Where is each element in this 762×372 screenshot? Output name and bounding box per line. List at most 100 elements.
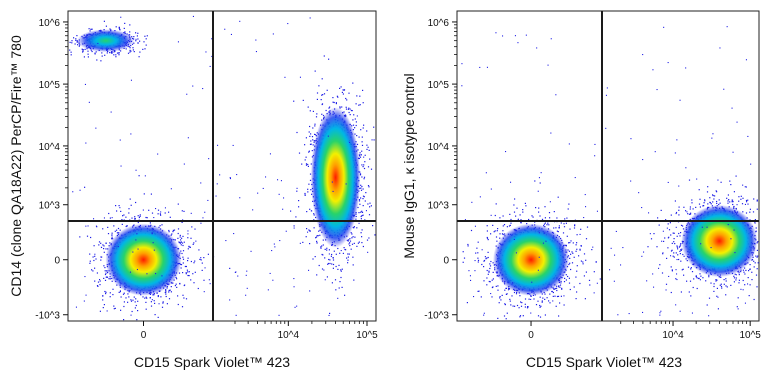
cell-dot bbox=[317, 243, 318, 244]
cell-dot bbox=[101, 247, 102, 248]
cell-dot bbox=[134, 216, 135, 217]
cell-dot bbox=[496, 241, 497, 242]
cell-dot bbox=[341, 235, 342, 236]
cell-dot bbox=[92, 29, 93, 30]
cell-dot bbox=[374, 234, 375, 235]
cell-dot bbox=[720, 203, 721, 204]
cell-dot bbox=[130, 272, 131, 273]
cell-dot bbox=[105, 293, 106, 294]
cell-dot bbox=[681, 249, 682, 250]
cell-dot bbox=[94, 53, 95, 54]
cell-dot bbox=[290, 211, 291, 212]
cell-dot bbox=[542, 300, 543, 301]
cell-dot bbox=[549, 294, 550, 295]
cell-dot bbox=[132, 311, 133, 312]
cell-dot bbox=[99, 284, 100, 285]
cell-dot bbox=[339, 287, 340, 288]
cell-dot bbox=[358, 243, 359, 244]
cell-dot bbox=[352, 83, 353, 84]
cell-dot bbox=[192, 273, 193, 274]
cell-dot bbox=[142, 49, 143, 50]
cell-dot bbox=[110, 218, 111, 219]
cell-dot bbox=[247, 288, 248, 289]
cell-dot bbox=[103, 245, 104, 246]
cell-dot bbox=[210, 66, 211, 67]
cell-dot bbox=[363, 164, 364, 165]
cell-dot bbox=[113, 225, 114, 226]
cell-dot bbox=[135, 298, 136, 299]
cell-dot bbox=[493, 278, 494, 279]
cell-dot bbox=[130, 50, 131, 51]
cell-dot bbox=[282, 209, 283, 210]
cell-dot bbox=[674, 257, 675, 258]
cell-dot bbox=[354, 127, 355, 128]
cell-dot bbox=[307, 164, 308, 165]
cell-dot bbox=[310, 189, 311, 190]
cell-dot bbox=[322, 78, 323, 79]
cell-dot bbox=[569, 242, 570, 243]
cell-dot bbox=[306, 163, 307, 164]
cell-dot bbox=[338, 265, 339, 266]
cell-dot bbox=[485, 256, 486, 257]
cell-dot bbox=[549, 217, 550, 218]
cell-dot bbox=[86, 295, 87, 296]
cell-dot bbox=[559, 225, 560, 226]
cell-dot bbox=[570, 269, 571, 270]
cell-dot bbox=[548, 300, 549, 301]
cell-dot bbox=[489, 268, 490, 269]
cell-dot bbox=[295, 216, 296, 217]
cell-dot bbox=[311, 210, 312, 211]
cell-dot bbox=[112, 289, 113, 290]
cell-dot bbox=[556, 290, 557, 291]
cell-dot bbox=[500, 296, 501, 297]
cell-dot bbox=[336, 254, 337, 255]
cell-dot bbox=[363, 102, 364, 103]
cell-dot bbox=[691, 202, 692, 203]
cell-dot bbox=[573, 242, 574, 243]
cell-dot bbox=[123, 306, 124, 307]
cell-dot bbox=[519, 307, 520, 308]
cell-dot bbox=[198, 249, 199, 250]
cell-dot bbox=[674, 238, 675, 239]
cell-dot bbox=[116, 26, 117, 27]
cell-dot bbox=[224, 29, 225, 30]
cell-dot bbox=[162, 307, 163, 308]
cell-dot bbox=[548, 224, 549, 225]
cell-dot bbox=[362, 145, 363, 146]
cell-dot bbox=[753, 261, 754, 262]
cell-dot bbox=[360, 104, 361, 105]
cell-dot bbox=[135, 307, 136, 308]
cell-dot bbox=[569, 278, 570, 279]
cell-dot bbox=[313, 213, 314, 214]
cell-dot bbox=[589, 284, 590, 285]
cell-dot bbox=[363, 205, 364, 206]
cell-dot bbox=[187, 271, 188, 272]
cell-dot bbox=[188, 137, 189, 138]
cell-dot bbox=[143, 41, 144, 42]
cell-dot bbox=[700, 279, 701, 280]
cell-dot bbox=[354, 237, 355, 238]
x-tick-label: 10^4 bbox=[278, 330, 300, 341]
cell-dot bbox=[104, 217, 105, 218]
cell-dot bbox=[515, 216, 516, 217]
cell-dot bbox=[326, 110, 327, 111]
cell-dot bbox=[112, 294, 113, 295]
cell-dot bbox=[579, 283, 580, 284]
cell-dot bbox=[127, 293, 128, 294]
cell-dot bbox=[302, 242, 303, 243]
cell-dot bbox=[372, 225, 373, 226]
cell-dot bbox=[146, 297, 147, 298]
cell-dot bbox=[523, 315, 524, 316]
cell-dot bbox=[570, 240, 571, 241]
cell-dot bbox=[725, 278, 726, 279]
cell-dot bbox=[119, 207, 120, 208]
cell-dot bbox=[525, 298, 526, 299]
cell-dot bbox=[153, 242, 154, 243]
cell-dot bbox=[98, 244, 99, 245]
cell-dot bbox=[171, 286, 172, 287]
cell-dot bbox=[547, 297, 548, 298]
cell-dot bbox=[500, 299, 501, 300]
cell-dot bbox=[136, 39, 137, 40]
cell-dot bbox=[359, 200, 360, 201]
cell-dot bbox=[545, 223, 546, 224]
